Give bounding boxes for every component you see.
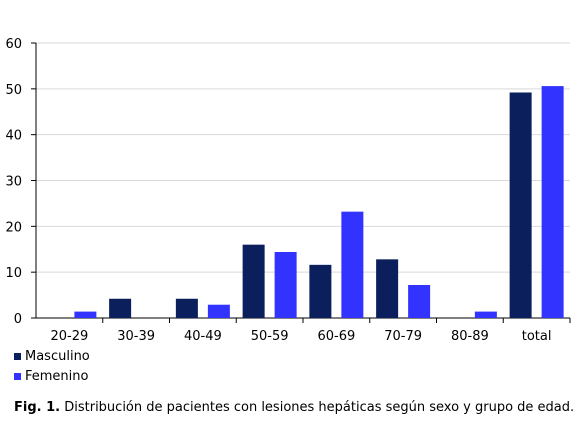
x-tick-label: total bbox=[522, 329, 552, 344]
bar-masculino bbox=[376, 259, 399, 318]
bar-femenino bbox=[341, 211, 364, 318]
x-tick-label: 60-69 bbox=[317, 329, 355, 344]
x-tick-label: 70-79 bbox=[384, 329, 422, 344]
bar-masculino bbox=[309, 264, 332, 318]
bar-femenino bbox=[474, 311, 497, 318]
y-tick-label: 30 bbox=[5, 175, 22, 190]
bar-masculino bbox=[175, 298, 198, 318]
bar-femenino bbox=[408, 285, 431, 318]
bar-masculino bbox=[109, 298, 132, 318]
legend-label-masculino: Masculino bbox=[25, 349, 90, 364]
bar-femenino bbox=[207, 304, 230, 318]
x-tick-label: 80-89 bbox=[451, 329, 489, 344]
x-tick-label: 40-49 bbox=[184, 329, 222, 344]
y-tick-label: 60 bbox=[5, 37, 22, 52]
figure-caption: Fig. 1. Distribución de pacientes con le… bbox=[14, 400, 574, 415]
y-tick-label: 20 bbox=[5, 220, 22, 235]
bar-masculino bbox=[509, 92, 532, 318]
caption-label: Fig. 1. bbox=[14, 400, 61, 415]
legend-item-masculino: Masculino bbox=[14, 349, 90, 364]
y-tick-label: 40 bbox=[5, 129, 22, 144]
legend-swatch-masculino bbox=[14, 353, 21, 360]
legend-item-femenino: Femenino bbox=[14, 369, 88, 384]
legend-swatch-femenino bbox=[14, 373, 21, 380]
y-tick-label: 50 bbox=[5, 83, 22, 98]
y-tick-label: 10 bbox=[5, 266, 22, 281]
x-tick-label: 50-59 bbox=[251, 329, 289, 344]
x-tick-label: 20-29 bbox=[50, 329, 88, 344]
bar-femenino bbox=[274, 252, 297, 318]
caption-text: Distribución de pacientes con lesiones h… bbox=[60, 400, 575, 415]
bar-femenino bbox=[541, 86, 564, 318]
bar-femenino bbox=[74, 311, 97, 318]
legend-label-femenino: Femenino bbox=[25, 369, 89, 384]
x-tick-label: 30-39 bbox=[117, 329, 155, 344]
bar-chart: 0 10 20 30 40 50 60 20-29 30-39 40-49 50-59 60-69 70… bbox=[5, 37, 571, 344]
y-tick-label: 0 bbox=[14, 312, 22, 327]
bar-masculino bbox=[242, 244, 265, 318]
